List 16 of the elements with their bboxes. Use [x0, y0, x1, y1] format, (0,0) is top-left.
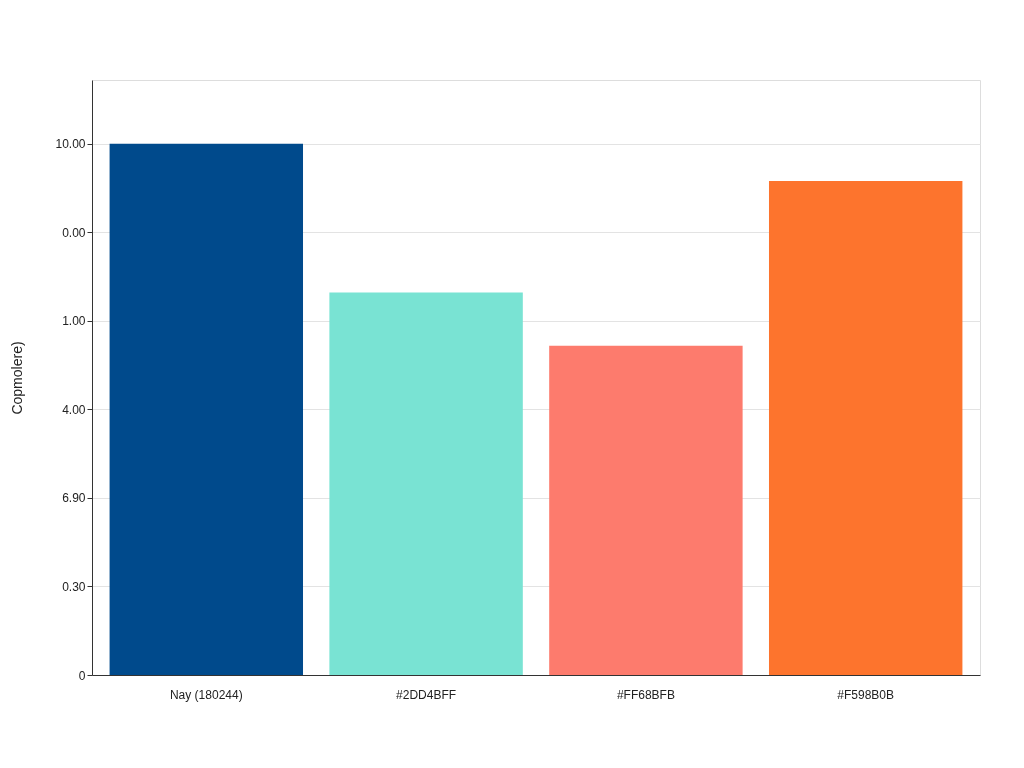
x-tick-label: #F598B0B [837, 687, 895, 702]
bar [329, 292, 523, 675]
text: 10.00 [55, 137, 86, 152]
y-axis-title: Copmolere) [9, 341, 26, 415]
text: 6.90 [62, 491, 86, 506]
x-tick-label: Nay (180244) [169, 687, 243, 702]
text: 0.30 [62, 579, 86, 594]
x-tick-label: #2DD4BFF [396, 687, 457, 702]
bar [768, 180, 963, 675]
bar [549, 345, 743, 675]
x-tick-label: #FF68BFB [616, 687, 675, 702]
text: 1.00 [62, 314, 86, 329]
bar [109, 143, 304, 675]
text: 0.00 [62, 225, 86, 240]
text: 0 [78, 668, 86, 683]
text: 4.00 [62, 402, 86, 417]
